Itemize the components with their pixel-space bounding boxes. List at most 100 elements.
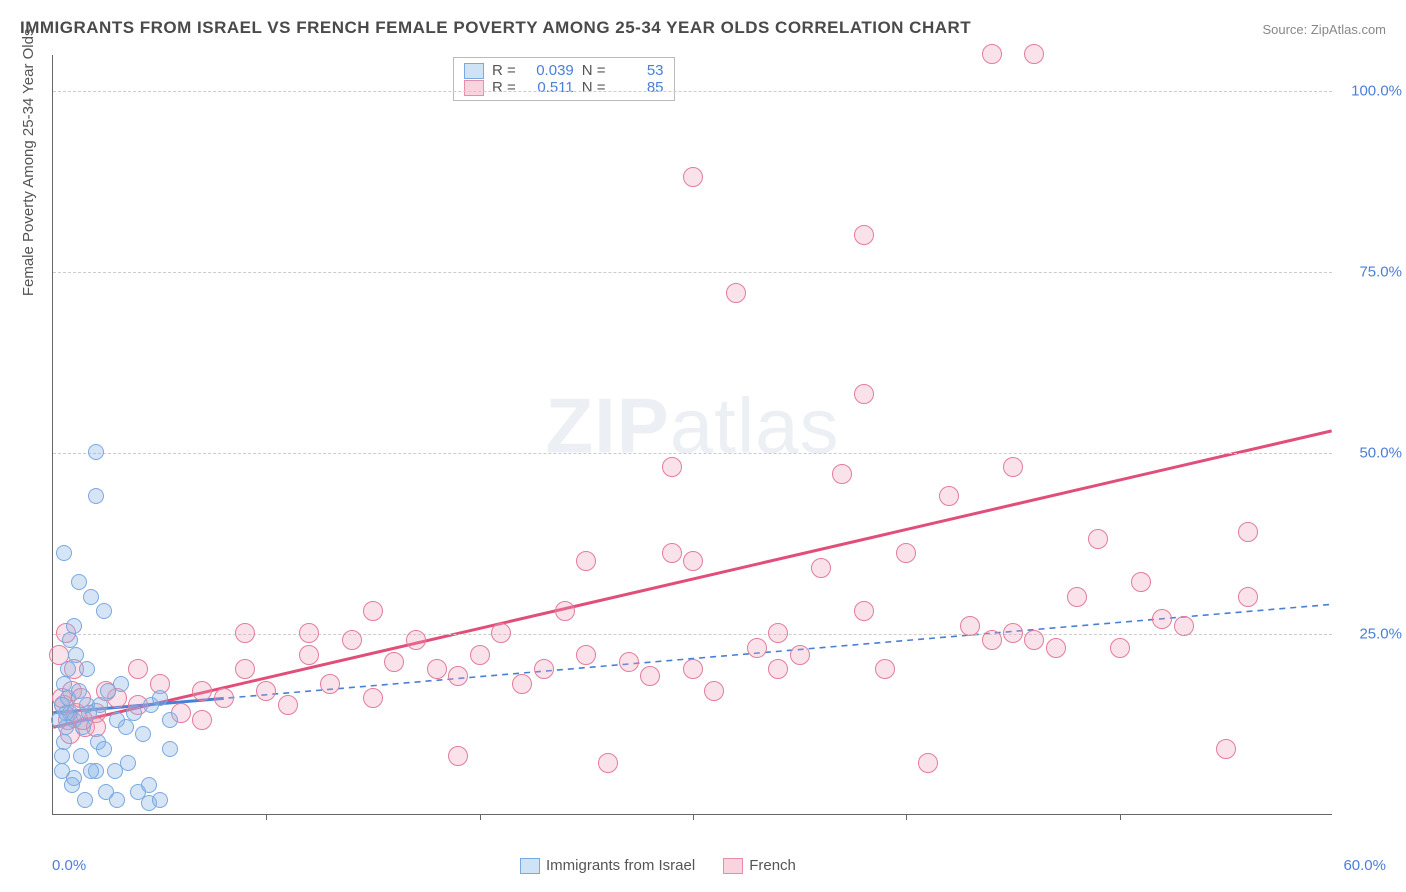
grid-line (53, 453, 1332, 454)
legend-item-pink: French (723, 857, 796, 874)
scatter-point-pink (214, 688, 234, 708)
x-tick (1120, 814, 1121, 820)
watermark: ZIPatlas (545, 380, 839, 471)
scatter-point-pink (619, 652, 639, 672)
scatter-point-pink (854, 601, 874, 621)
series-legend: Immigrants from Israel French (520, 857, 796, 874)
scatter-point-pink (470, 645, 490, 665)
scatter-point-pink (299, 623, 319, 643)
scatter-point-pink (726, 283, 746, 303)
scatter-point-pink (768, 623, 788, 643)
scatter-point-pink (448, 746, 468, 766)
scatter-point-pink (256, 681, 276, 701)
scatter-point-blue (71, 683, 87, 699)
scatter-point-pink (363, 688, 383, 708)
scatter-point-pink (299, 645, 319, 665)
scatter-point-blue (109, 792, 125, 808)
scatter-point-blue (152, 690, 168, 706)
scatter-point-pink (1238, 522, 1258, 542)
chart-title: IMMIGRANTS FROM ISRAEL VS FRENCH FEMALE … (20, 18, 971, 38)
legend-swatch-pink (464, 80, 484, 96)
scatter-point-blue (64, 777, 80, 793)
scatter-point-pink (576, 645, 596, 665)
scatter-point-pink (896, 543, 916, 563)
correlation-legend: R = 0.039 N = 53 R = 0.511 N = 85 (453, 57, 675, 101)
scatter-point-pink (491, 623, 511, 643)
scatter-point-pink (235, 623, 255, 643)
scatter-point-blue (56, 545, 72, 561)
y-tick-label: 50.0% (1359, 445, 1402, 462)
scatter-point-pink (1238, 587, 1258, 607)
scatter-point-pink (1216, 739, 1236, 759)
legend-item-blue: Immigrants from Israel (520, 857, 695, 874)
scatter-point-pink (747, 638, 767, 658)
scatter-point-pink (1046, 638, 1066, 658)
y-tick-label: 25.0% (1359, 626, 1402, 643)
scatter-point-blue (96, 603, 112, 619)
scatter-point-pink (982, 44, 1002, 64)
y-axis-title: Female Poverty Among 25-34 Year Olds (20, 29, 37, 297)
scatter-point-pink (576, 551, 596, 571)
scatter-point-pink (918, 753, 938, 773)
scatter-point-blue (152, 792, 168, 808)
x-tick (266, 814, 267, 820)
scatter-point-blue (54, 763, 70, 779)
scatter-point-blue (75, 719, 91, 735)
chart-source: Source: ZipAtlas.com (1262, 22, 1386, 37)
grid-line (53, 91, 1332, 92)
x-axis-max-label: 60.0% (1343, 857, 1386, 874)
scatter-point-blue (88, 444, 104, 460)
scatter-point-pink (128, 659, 148, 679)
scatter-point-pink (1174, 616, 1194, 636)
scatter-point-pink (683, 659, 703, 679)
grid-line (53, 272, 1332, 273)
scatter-point-blue (68, 647, 84, 663)
x-axis-min-label: 0.0% (52, 857, 86, 874)
legend-row-blue: R = 0.039 N = 53 (464, 62, 664, 79)
x-tick (906, 814, 907, 820)
scatter-point-pink (1067, 587, 1087, 607)
scatter-point-blue (107, 763, 123, 779)
scatter-point-pink (1003, 457, 1023, 477)
scatter-point-blue (58, 705, 74, 721)
legend-row-pink: R = 0.511 N = 85 (464, 79, 664, 96)
scatter-point-pink (854, 384, 874, 404)
scatter-point-blue (81, 705, 97, 721)
scatter-point-pink (683, 167, 703, 187)
scatter-point-pink (534, 659, 554, 679)
scatter-point-pink (1131, 572, 1151, 592)
scatter-point-blue (77, 792, 93, 808)
scatter-point-pink (192, 681, 212, 701)
scatter-point-pink (278, 695, 298, 715)
scatter-point-pink (363, 601, 383, 621)
scatter-point-blue (126, 705, 142, 721)
scatter-point-pink (320, 674, 340, 694)
scatter-point-pink (875, 659, 895, 679)
scatter-point-blue (135, 726, 151, 742)
scatter-point-pink (683, 551, 703, 571)
scatter-point-pink (448, 666, 468, 686)
scatter-point-pink (960, 616, 980, 636)
y-tick-label: 75.0% (1359, 264, 1402, 281)
scatter-point-blue (83, 763, 99, 779)
scatter-point-pink (982, 630, 1002, 650)
scatter-point-pink (427, 659, 447, 679)
x-tick (480, 814, 481, 820)
scatter-point-pink (598, 753, 618, 773)
scatter-point-pink (235, 659, 255, 679)
legend-swatch-blue (464, 63, 484, 79)
legend-swatch-pink-bottom (723, 858, 743, 874)
scatter-point-blue (113, 676, 129, 692)
scatter-point-pink (1152, 609, 1172, 629)
scatter-point-pink (811, 558, 831, 578)
scatter-point-blue (73, 748, 89, 764)
y-tick-label: 100.0% (1351, 83, 1402, 100)
scatter-point-pink (192, 710, 212, 730)
scatter-point-pink (342, 630, 362, 650)
scatter-point-pink (555, 601, 575, 621)
scatter-point-pink (854, 225, 874, 245)
scatter-point-blue (118, 719, 134, 735)
scatter-point-pink (1024, 630, 1044, 650)
scatter-point-pink (1088, 529, 1108, 549)
scatter-point-blue (79, 661, 95, 677)
